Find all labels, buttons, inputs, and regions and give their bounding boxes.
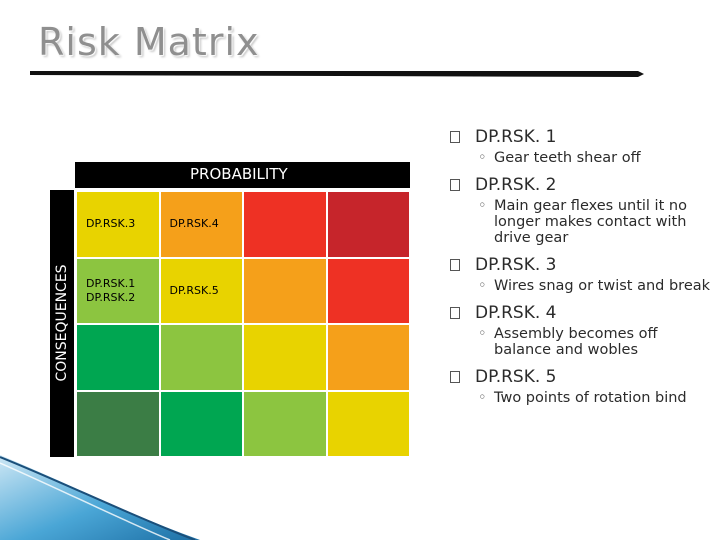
risk-bullet-title: DP.RSK. 3	[475, 255, 557, 275]
matrix-cell	[244, 325, 326, 390]
square-bullet-icon	[450, 259, 460, 271]
risk-bullet-description: Gear teeth shear off	[494, 150, 641, 166]
consequences-axis: CONSEQUENCES	[50, 190, 74, 457]
matrix-cell	[77, 325, 159, 390]
risk-bullet-title: DP.RSK. 5	[475, 367, 557, 387]
matrix-cell: DP.RSK.5	[160, 258, 242, 323]
square-bullet-icon	[450, 371, 460, 383]
risk-bullet: DP.RSK. 3 ◦ Wires snag or twist and break	[450, 254, 715, 294]
circle-bullet-icon: ◦	[478, 390, 487, 406]
risk-bullet-list: DP.RSK. 1 ◦ Gear teeth shear off DP.RSK. 2 ◦…	[450, 126, 715, 414]
square-bullet-icon	[450, 179, 460, 191]
cell-risk-labels: DP.RSK.4	[170, 217, 219, 231]
probability-label: PROBABILITY	[190, 165, 288, 183]
matrix-cell: DP.RSK.1 DP.RSK.2	[77, 258, 159, 323]
risk-bullet-title: DP.RSK. 4	[475, 303, 557, 323]
slide-title: Risk Matrix	[38, 20, 260, 64]
risk-bullet-description: Wires snag or twist and break	[494, 278, 711, 294]
probability-header: PROBABILITY	[75, 162, 410, 188]
circle-bullet-icon: ◦	[478, 278, 487, 294]
consequences-label: CONSEQUENCES	[54, 264, 70, 382]
cell-risk-label: DP.RSK.3	[86, 217, 136, 231]
matrix-cell	[77, 391, 159, 456]
matrix-cell	[327, 258, 409, 323]
risk-bullet: DP.RSK. 5 ◦ Two points of rotation bind	[450, 366, 715, 406]
matrix-cell: DP.RSK.4	[160, 192, 242, 257]
matrix-cell	[244, 192, 326, 257]
matrix-cell: DP.RSK.3	[77, 192, 159, 257]
risk-bullet: DP.RSK. 1 ◦ Gear teeth shear off	[450, 126, 715, 166]
circle-bullet-icon: ◦	[478, 198, 487, 214]
corner-decoration	[0, 455, 200, 540]
matrix-cell	[327, 325, 409, 390]
cell-risk-label: DP.RSK.2	[86, 290, 136, 304]
cell-risk-labels: DP.RSK.3	[86, 217, 135, 231]
cell-risk-label: DP.RSK.1	[86, 276, 136, 290]
matrix-cell	[327, 192, 409, 257]
square-bullet-icon	[450, 131, 460, 143]
risk-bullet: DP.RSK. 2 ◦ Main gear flexes until it no l…	[450, 174, 715, 246]
risk-bullet-title: DP.RSK. 2	[475, 175, 557, 195]
matrix-cell	[327, 391, 409, 456]
circle-bullet-icon: ◦	[478, 326, 487, 342]
circle-bullet-icon: ◦	[478, 150, 487, 166]
cell-risk-labels: DP.RSK.1 DP.RSK.2	[86, 277, 135, 305]
matrix-cell	[244, 258, 326, 323]
cell-risk-label: DP.RSK.4	[169, 217, 219, 231]
square-bullet-icon	[450, 307, 460, 319]
title-underline	[30, 71, 644, 77]
risk-bullet: DP.RSK. 4 ◦ Assembly becomes off balance a…	[450, 302, 715, 358]
matrix-cell	[244, 391, 326, 456]
matrix-cell	[160, 391, 242, 456]
risk-bullet-description: Assembly becomes off balance and wobles	[494, 326, 658, 358]
risk-matrix-grid: DP.RSK.3 DP.RSK.4 DP.RSK.1 DP.RSK.2 DP.RSK.5	[77, 192, 409, 456]
cell-risk-labels: DP.RSK.5	[170, 284, 219, 298]
risk-bullet-title: DP.RSK. 1	[475, 127, 557, 147]
matrix-cell	[160, 325, 242, 390]
cell-risk-label: DP.RSK.5	[169, 283, 219, 297]
risk-bullet-description: Main gear flexes until it no longer make…	[494, 198, 687, 246]
risk-bullet-description: Two points of rotation bind	[494, 390, 687, 406]
